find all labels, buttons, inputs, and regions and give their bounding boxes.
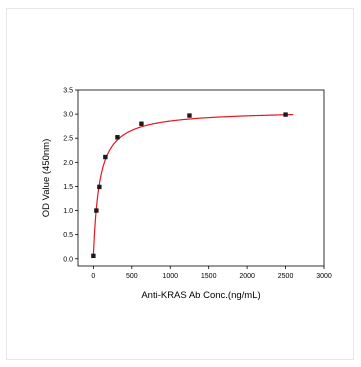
x-tick-label: 1500 [201, 273, 217, 280]
x-tick-label: 3000 [316, 273, 332, 280]
x-tick-label: 2500 [278, 273, 294, 280]
plot-area [77, 89, 325, 267]
data-point [283, 112, 288, 117]
data-point [91, 253, 96, 259]
fit-curve [92, 114, 294, 256]
x-axis: 0 500 1000 1500 2000 2500 3000 [91, 266, 332, 280]
x-tick-label: 2000 [239, 273, 255, 280]
data-point [115, 135, 120, 140]
y-tick-label: 3.5 [63, 88, 73, 95]
y-tick-label: 0.0 [63, 256, 73, 263]
data-point [97, 184, 102, 190]
y-tick-label: 2.5 [63, 136, 73, 143]
data-point [103, 154, 108, 160]
x-tick-label: 1000 [162, 273, 178, 280]
data-points [91, 112, 288, 259]
x-axis-title: Anti-KRAS Ab Conc.(ng/mL) [141, 290, 260, 301]
y-tick-label: 3.0 [63, 112, 73, 119]
y-axis: 0.0 0.5 1.0 1.5 2.0 2.5 3.0 3.5 [63, 88, 78, 263]
x-tick-label: 500 [126, 273, 138, 280]
x-tick-label: 0 [91, 273, 95, 280]
y-tick-label: 2.0 [63, 160, 73, 167]
y-tick-label: 1.5 [63, 184, 73, 191]
y-axis-title: OD Value (450nm) [41, 139, 52, 218]
data-point [187, 113, 192, 118]
data-point [94, 208, 99, 213]
y-tick-label: 1.0 [63, 208, 73, 215]
y-tick-label: 0.5 [63, 232, 73, 239]
data-point [139, 121, 144, 126]
chart-frame [6, 8, 354, 360]
